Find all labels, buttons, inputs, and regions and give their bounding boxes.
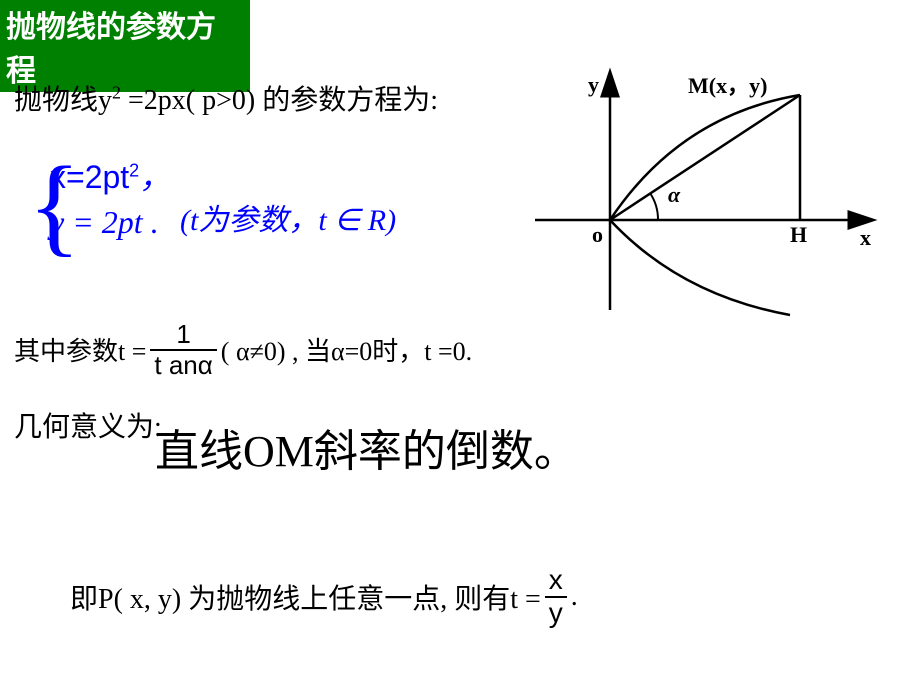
eq1-sup: 2 [129, 160, 139, 180]
param-note: (t为参数，t ∈ R) [180, 195, 396, 239]
fraction-x-over-y: x y [545, 565, 567, 629]
line3-mid: ( α≠0) , 当α=0时，t =0. [221, 331, 472, 368]
line3-pre: 其中参数t = [14, 331, 146, 368]
alpha-label: α [668, 182, 680, 208]
angle-arc [650, 193, 658, 220]
fraction-1-over-tan: 1 t anα [150, 320, 216, 379]
line5-pre: 即P( x, y) 为抛物线上任意一点, 则有t = [70, 577, 541, 617]
point-definition: 即P( x, y) 为抛物线上任意一点, 则有t = x y . [70, 565, 578, 629]
parabola-diagram: y x o H M(x，y) α [530, 60, 890, 310]
line-om [610, 95, 800, 220]
geometric-meaning-label: 几何意义为: [14, 405, 162, 445]
line5-post: . [571, 581, 578, 613]
h-label: H [790, 222, 807, 248]
parameter-definition: 其中参数t = 1 t anα ( α≠0) , 当α=0时，t =0. [14, 320, 472, 379]
param-note-text: (t为参数，t ∈ R) [180, 204, 396, 237]
frac2-den: y [545, 598, 567, 629]
frac-num: 1 [172, 320, 194, 349]
geometric-meaning-text: 直线OM斜率的倒数。 [155, 415, 578, 479]
left-brace: { [28, 150, 81, 260]
intro-mid: =2px( p>0) 的参数方程为: [121, 85, 438, 116]
y-axis-label: y [588, 72, 599, 98]
equation-system: { x=2pt2， y = 2pt . [30, 155, 171, 245]
origin-label: o [592, 222, 603, 248]
intro-line: 抛物线y2 =2px( p>0) 的参数方程为: [14, 78, 438, 118]
intro-pre: 抛物线y [14, 85, 112, 116]
frac-den: t anα [150, 351, 216, 380]
eq1-post: ， [139, 159, 171, 195]
m-label: M(x，y) [688, 68, 767, 100]
x-axis-label: x [860, 225, 871, 251]
frac2-num: x [545, 565, 567, 596]
intro-sup: 2 [112, 83, 121, 103]
parabola-lower [610, 220, 790, 315]
